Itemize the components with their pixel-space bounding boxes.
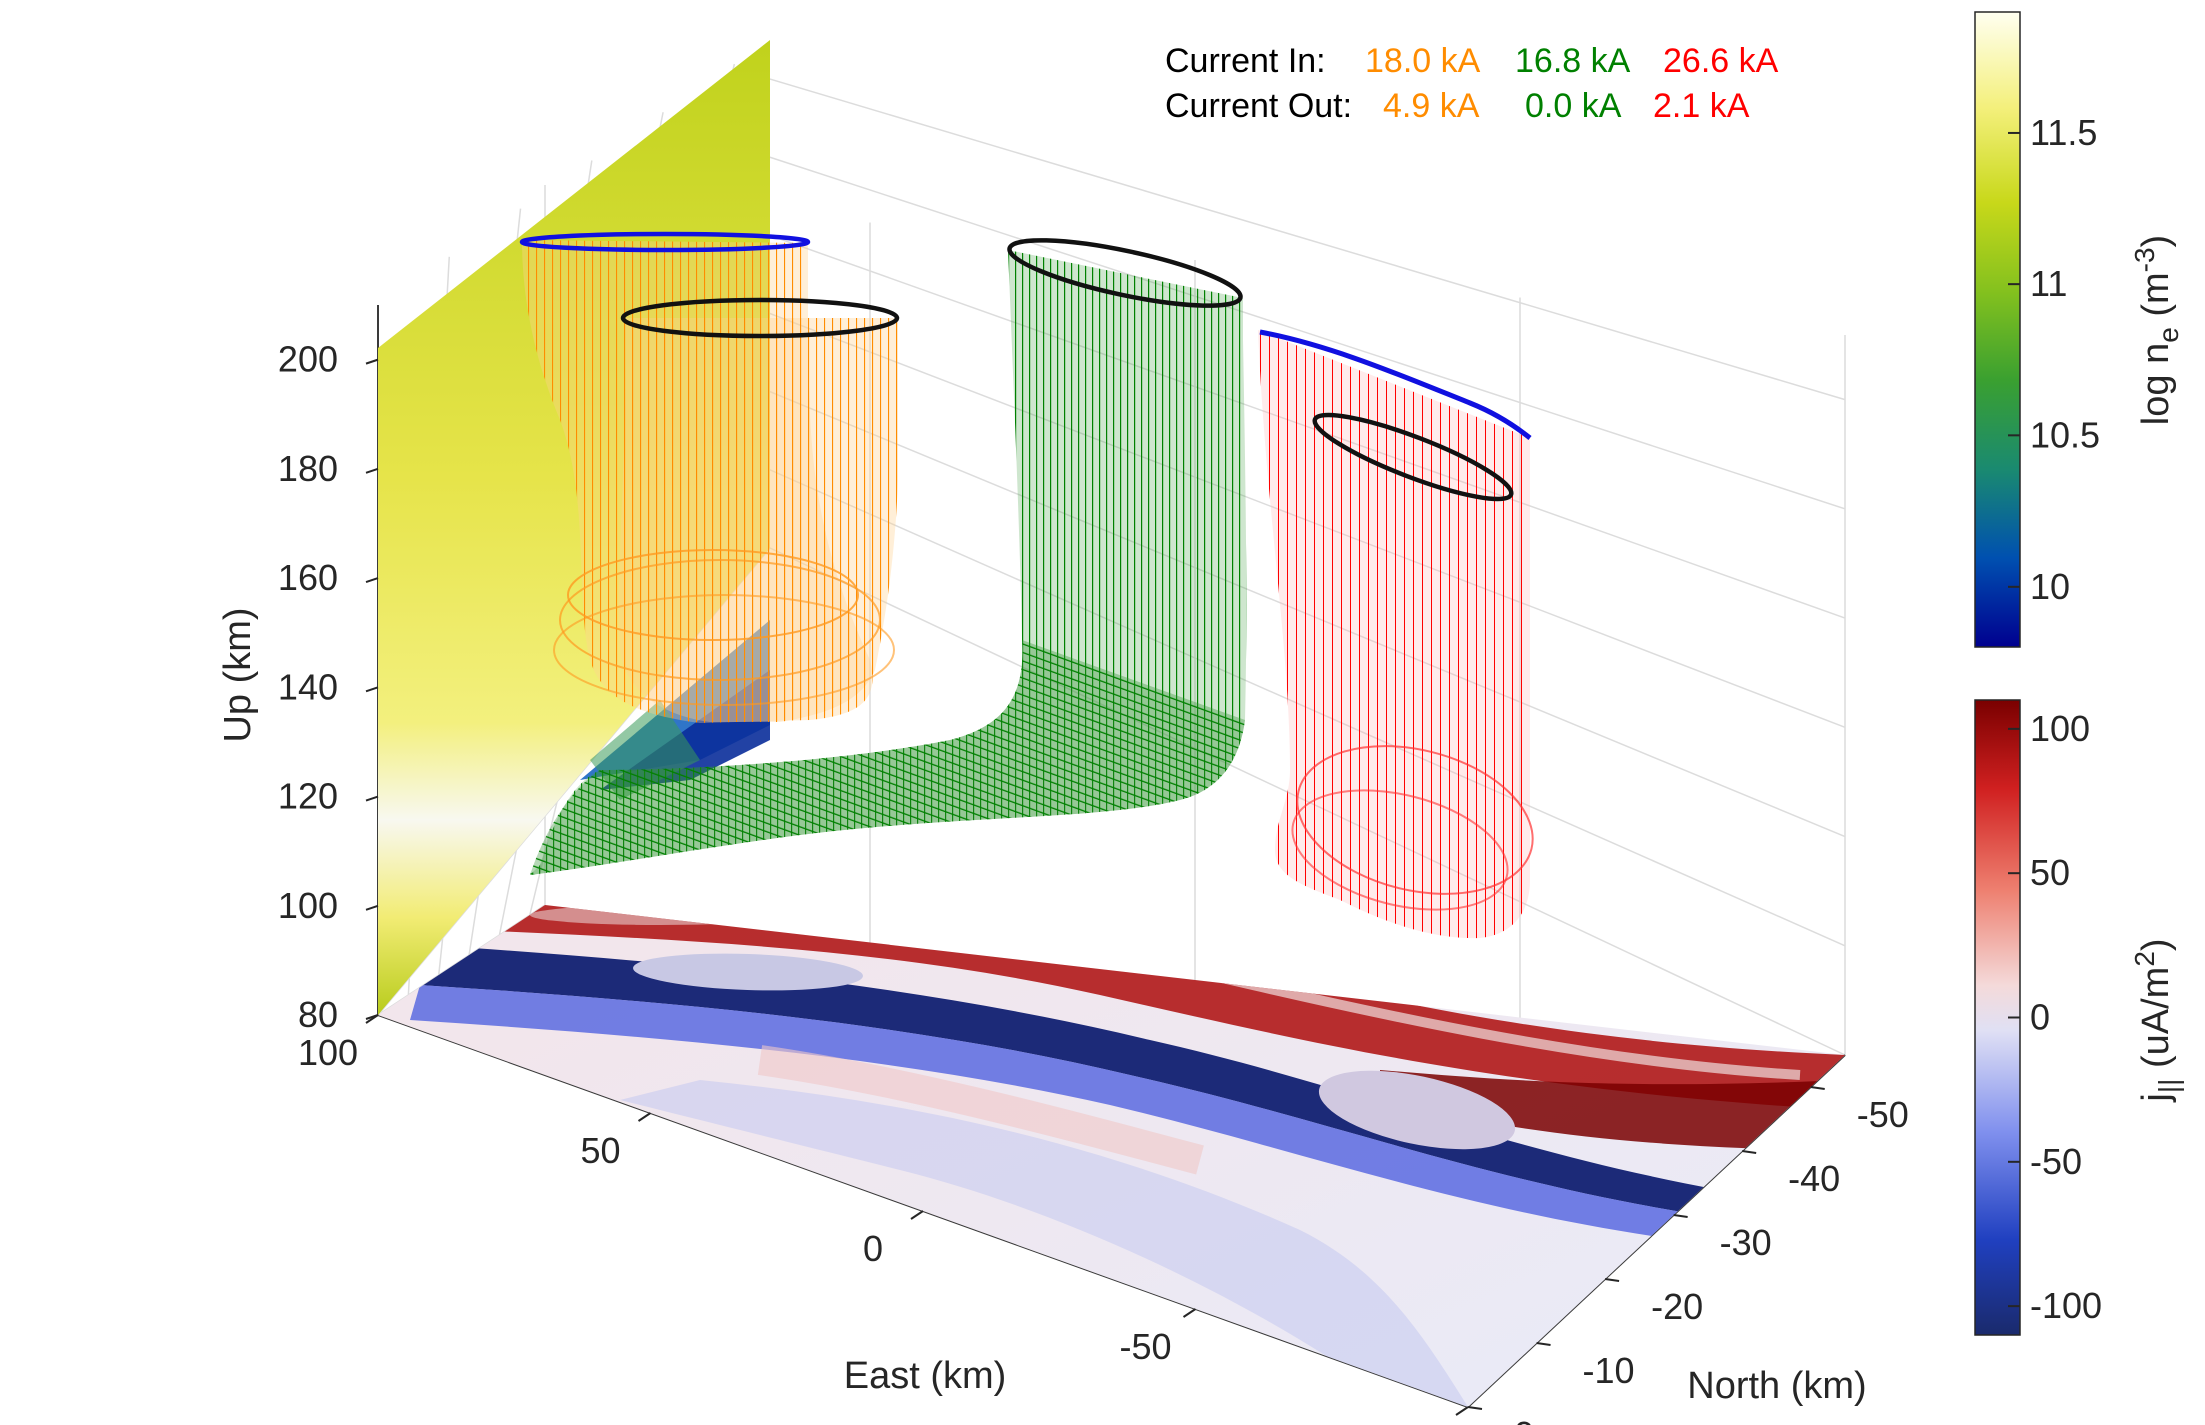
up-tick-mark <box>365 467 379 474</box>
colorbar-current: -100 -50 0 50 100 j|| (uA/m2) <box>1974 699 2184 1336</box>
east-tick-label: 100 <box>298 1032 358 1073</box>
east-tick-mark <box>910 1210 924 1220</box>
colorbar-density-label: log ne (m-3) <box>2129 235 2184 425</box>
up-tick-label: 180 <box>278 448 338 489</box>
colorbar-current-label: j|| (uA/m2) <box>2129 938 2184 1102</box>
up-tick-label: 120 <box>278 776 338 817</box>
north-tick-mark <box>1673 1214 1688 1218</box>
up-axis-label: Up (km) <box>217 607 259 742</box>
east-tick-mark <box>1182 1308 1197 1318</box>
flux-tube-orange <box>519 231 900 723</box>
colorbar-tick-label: 10 <box>2030 566 2070 607</box>
up-tick-label: 200 <box>278 339 338 380</box>
colorbar-tick-label: 11.5 <box>2030 112 2097 153</box>
north-tick-label: 0 <box>1514 1414 1534 1425</box>
up-tick-mark <box>365 904 379 911</box>
east-tick-label: 50 <box>580 1130 620 1171</box>
east-tick-mark <box>365 1014 379 1024</box>
north-tick-label: -10 <box>1583 1350 1635 1391</box>
up-tick-label: 160 <box>278 557 338 598</box>
up-tick-mark <box>365 577 379 584</box>
east-tick-label: 0 <box>863 1228 883 1269</box>
flux-tube-green <box>530 238 1247 875</box>
colorbar-tick-label: 0 <box>2030 997 2050 1038</box>
up-tick-mark <box>365 358 379 365</box>
colorbar-tick-label: 11 <box>2030 263 2067 304</box>
current-floor <box>378 905 1845 1407</box>
current-in-red: 26.6 kA <box>1663 42 1779 80</box>
north-tick-label: -40 <box>1788 1158 1840 1199</box>
colorbar-tick-label: -50 <box>2030 1141 2082 1182</box>
north-tick-mark <box>1810 1086 1825 1090</box>
north-tick-label: -30 <box>1720 1222 1772 1263</box>
up-tick-mark <box>365 686 379 693</box>
north-tick-mark <box>1742 1150 1757 1154</box>
north-tick-mark <box>1536 1342 1551 1346</box>
north-tick-label: -20 <box>1651 1286 1703 1327</box>
north-tick-mark <box>1604 1278 1620 1282</box>
current-out-label: Current Out: <box>1165 87 1352 125</box>
current-in-green: 16.8 kA <box>1515 42 1631 80</box>
current-out-orange: 4.9 kA <box>1383 87 1480 125</box>
colorbar-tick-label: -100 <box>2030 1285 2102 1326</box>
current-in-orange: 18.0 kA <box>1365 42 1481 80</box>
up-tick-label: 80 <box>298 994 338 1035</box>
east-tick-mark <box>637 1112 652 1122</box>
colorbar-density-ticks: 10 10.5 11 11.5 <box>2008 112 2100 607</box>
current-out-red: 2.1 kA <box>1653 87 1750 125</box>
up-axis-ticks: 80 100 120 140 160 180 200 <box>278 339 379 1035</box>
current-annotation: Current In: 18.0 kA 16.8 kA 26.6 kA Curr… <box>1165 42 1779 125</box>
up-tick-label: 140 <box>278 666 338 707</box>
north-tick-label: -50 <box>1857 1094 1909 1135</box>
current-out-green: 0.0 kA <box>1525 87 1622 125</box>
east-tick-mark <box>1455 1406 1469 1416</box>
colorbar-tick-label: 100 <box>2030 708 2090 749</box>
colorbar-tick-label: 10.5 <box>2030 414 2100 455</box>
north-tick-mark <box>1467 1406 1483 1410</box>
north-axis-label: North (km) <box>1687 1365 1866 1407</box>
east-axis-label: East (km) <box>844 1355 1007 1397</box>
flux-tube-red <box>1258 329 1534 939</box>
colorbar-tick-label: 50 <box>2030 852 2070 893</box>
colorbar-current-ticks: -100 -50 0 50 100 <box>2008 708 2102 1326</box>
east-tick-label: -50 <box>1119 1326 1171 1367</box>
up-tick-mark <box>365 795 379 802</box>
north-axis-ticks: 0 -10 -20 -30 -40 -50 <box>1467 1086 1909 1425</box>
colorbar-density: 10 10.5 11 11.5 log ne (m-3) <box>1974 11 2184 648</box>
up-tick-label: 100 <box>278 885 338 926</box>
current-in-label: Current In: <box>1165 42 1326 80</box>
